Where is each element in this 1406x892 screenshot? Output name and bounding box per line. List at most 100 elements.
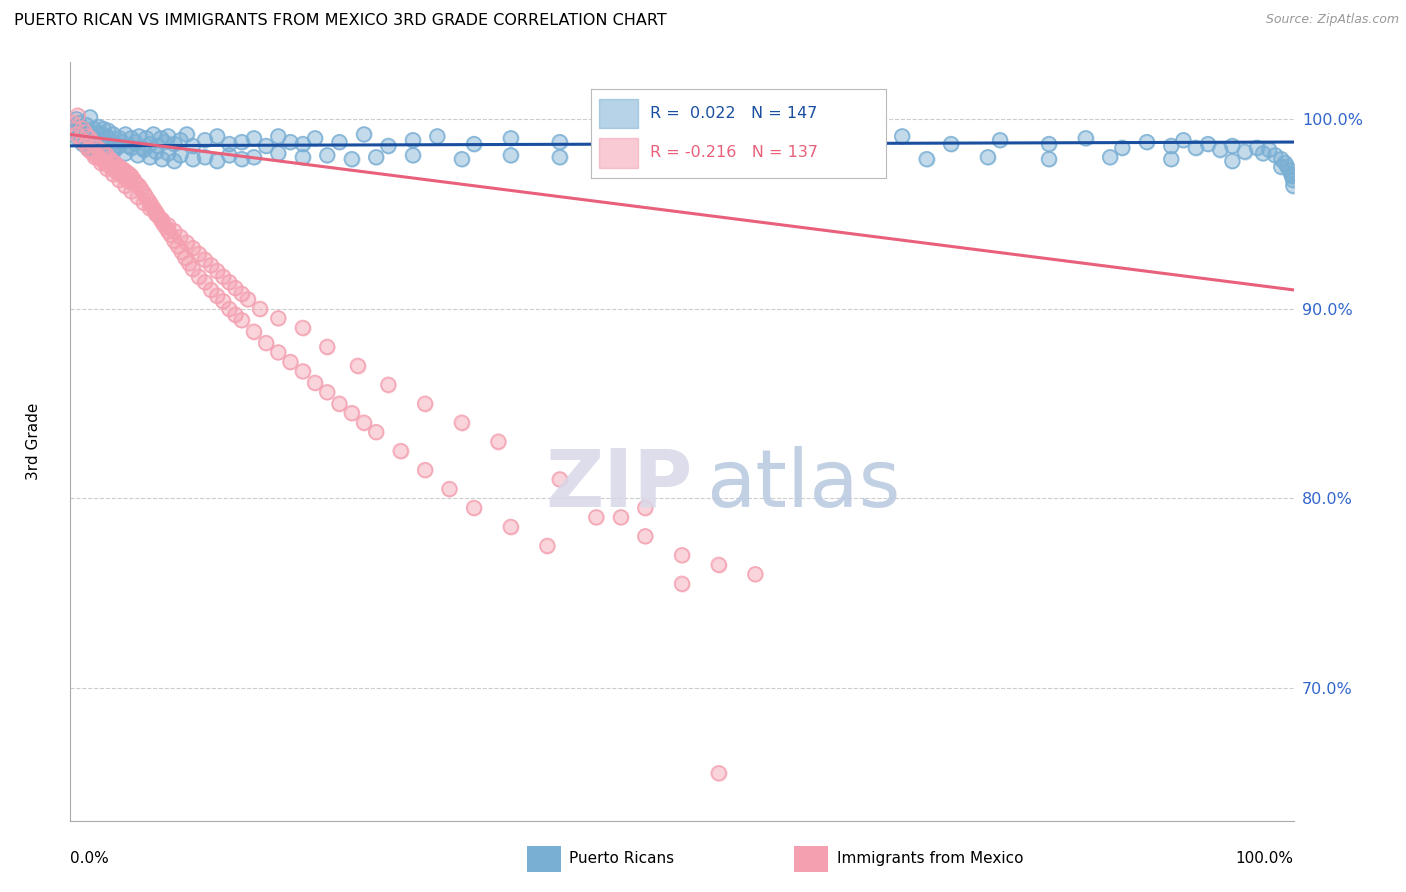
Point [346, 359, 368, 373]
Point [194, 133, 217, 147]
Point [988, 133, 1011, 147]
Point [163, 136, 186, 151]
Point [243, 150, 266, 164]
Point [139, 197, 162, 211]
Point [1233, 145, 1256, 159]
Point [90, 156, 112, 170]
Point [218, 136, 240, 151]
Point [243, 131, 266, 145]
Point [73, 135, 96, 149]
Point [174, 251, 197, 265]
Point [200, 258, 222, 272]
Point [101, 145, 124, 159]
Point [536, 539, 558, 553]
Point [842, 135, 865, 149]
Point [328, 135, 350, 149]
Point [101, 161, 124, 176]
Point [83, 135, 105, 149]
Text: ZIP: ZIP [546, 446, 692, 524]
Point [139, 136, 162, 151]
Point [87, 150, 110, 164]
Point [104, 141, 127, 155]
Point [267, 311, 290, 326]
Point [157, 219, 180, 233]
Point [450, 152, 472, 166]
Point [89, 143, 111, 157]
Point [82, 136, 104, 151]
Point [149, 131, 172, 145]
Point [231, 286, 253, 301]
Point [1246, 141, 1268, 155]
Point [127, 190, 149, 204]
Point [157, 219, 180, 233]
Point [127, 190, 149, 204]
Point [155, 220, 177, 235]
Point [150, 152, 173, 166]
Point [91, 133, 114, 147]
Point [96, 135, 118, 149]
Point [1258, 143, 1281, 157]
Point [72, 136, 94, 151]
Point [163, 154, 186, 169]
Point [69, 131, 91, 145]
Point [104, 163, 127, 178]
Point [450, 416, 472, 430]
Point [328, 135, 350, 149]
Point [97, 158, 120, 172]
Point [108, 139, 131, 153]
Point [135, 131, 157, 145]
Point [101, 167, 124, 181]
Point [243, 325, 266, 339]
Point [83, 150, 105, 164]
Point [205, 154, 228, 169]
Point [280, 135, 302, 149]
Point [291, 364, 314, 378]
Point [118, 167, 141, 181]
Point [1251, 146, 1274, 161]
Point [84, 135, 107, 149]
Point [212, 294, 235, 309]
Point [82, 135, 104, 149]
Point [499, 520, 522, 534]
Point [94, 156, 117, 170]
Point [671, 549, 693, 563]
Text: Immigrants from Mexico: Immigrants from Mexico [837, 852, 1024, 866]
Point [120, 175, 142, 189]
Point [93, 146, 115, 161]
Point [1264, 148, 1286, 162]
Point [671, 148, 693, 162]
Point [340, 406, 363, 420]
Point [744, 567, 766, 582]
Point [181, 152, 204, 166]
Point [121, 131, 143, 145]
Point [254, 139, 277, 153]
Point [855, 148, 877, 162]
Point [1209, 143, 1232, 157]
Point [163, 224, 186, 238]
Point [84, 148, 107, 162]
Text: 100.0%: 100.0% [1236, 851, 1294, 866]
Point [146, 139, 169, 153]
Point [855, 148, 877, 162]
Point [353, 416, 375, 430]
Point [304, 131, 326, 145]
Point [125, 177, 148, 191]
Point [94, 129, 117, 144]
Point [463, 136, 485, 151]
Point [224, 281, 246, 295]
Point [150, 212, 173, 227]
Point [69, 131, 91, 145]
Point [167, 239, 190, 253]
Text: atlas: atlas [706, 446, 901, 524]
Point [127, 148, 149, 162]
Point [267, 311, 290, 326]
Point [82, 135, 104, 149]
Point [267, 129, 290, 144]
Point [97, 124, 120, 138]
Point [77, 141, 100, 155]
Point [96, 136, 118, 151]
Point [181, 152, 204, 166]
Point [91, 121, 114, 136]
Point [107, 165, 129, 179]
Point [159, 227, 181, 242]
